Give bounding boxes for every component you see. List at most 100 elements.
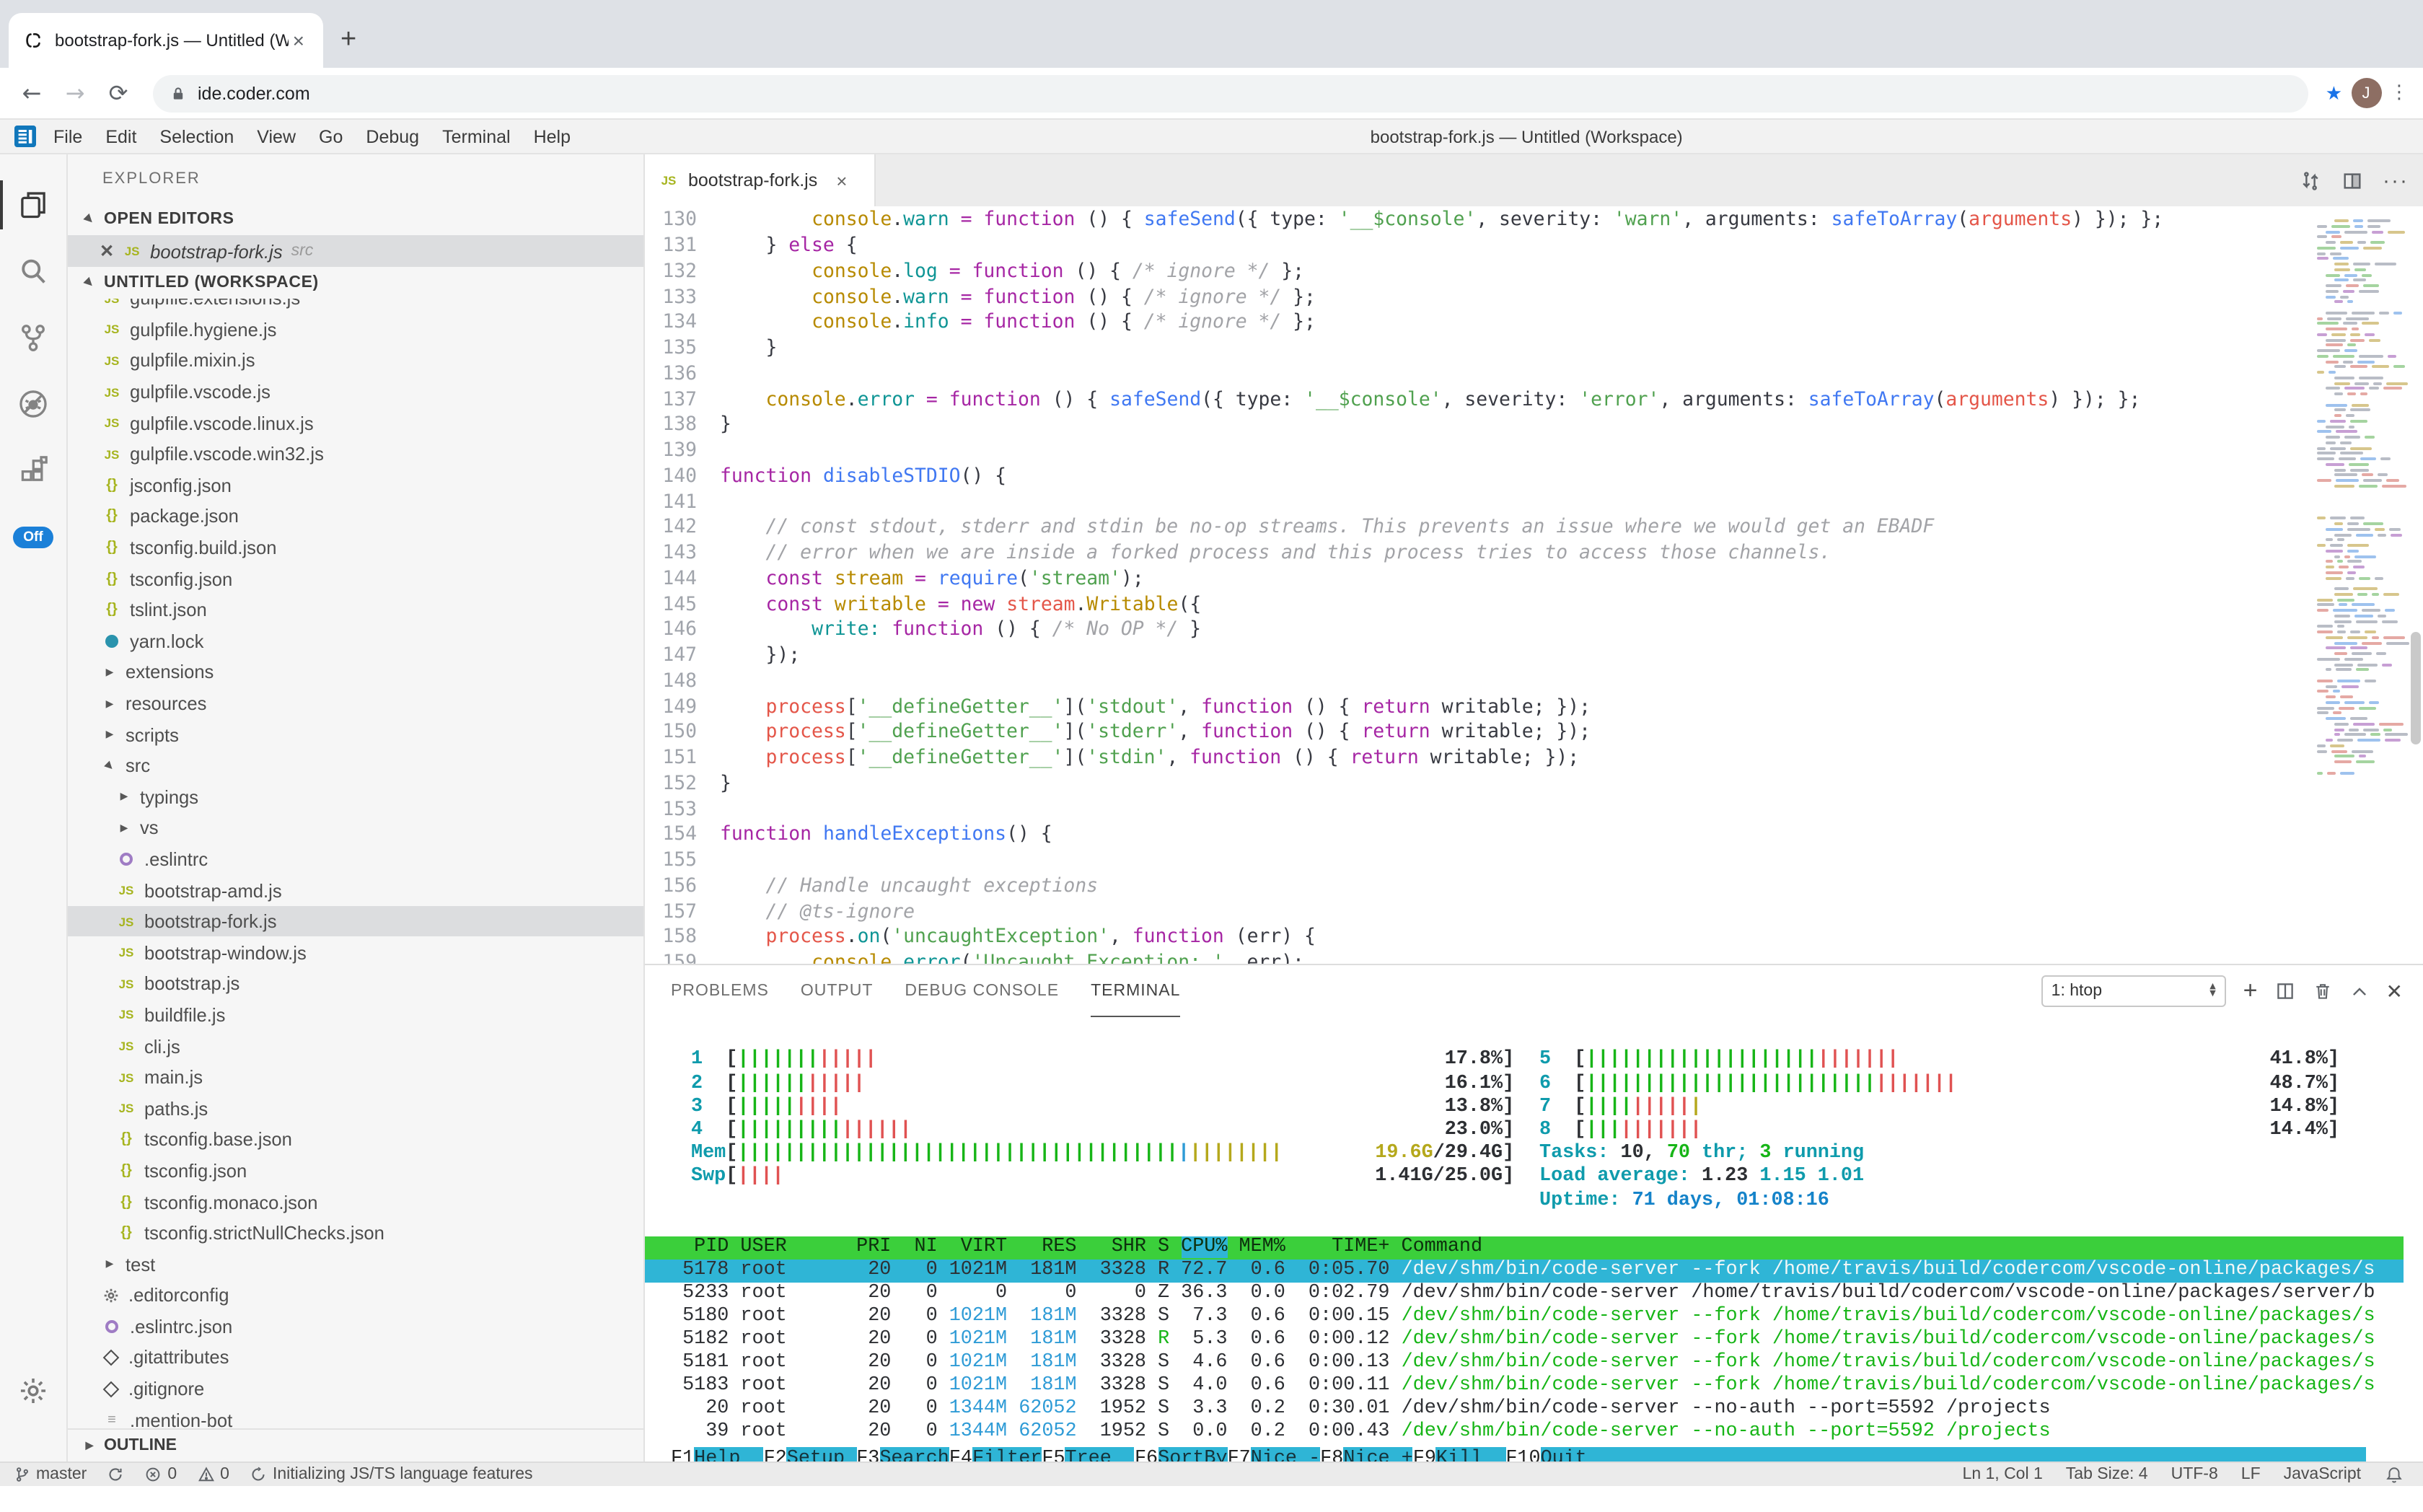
- menu-item-help[interactable]: Help: [533, 126, 571, 146]
- close-panel-icon[interactable]: ✕: [2385, 979, 2403, 1003]
- menu-item-edit[interactable]: Edit: [105, 126, 137, 146]
- tree-item[interactable]: JS bootstrap-window.js: [68, 937, 643, 968]
- close-editor-icon[interactable]: ✕: [100, 241, 115, 261]
- close-tab-icon[interactable]: ×: [292, 29, 304, 52]
- status-bell[interactable]: [2384, 1465, 2403, 1484]
- menu-item-debug[interactable]: Debug: [366, 126, 420, 146]
- close-editor-tab-icon[interactable]: ×: [836, 170, 848, 192]
- menu-item-terminal[interactable]: Terminal: [442, 126, 511, 146]
- line-number: 155: [662, 850, 697, 872]
- tree-item[interactable]: JS cli.js: [68, 1031, 643, 1062]
- minimap[interactable]: [2310, 207, 2423, 964]
- settings-button[interactable]: [0, 1358, 67, 1424]
- tree-item[interactable]: JS gulpfile.mixin.js: [68, 345, 643, 376]
- activitybar-search[interactable]: [0, 238, 67, 304]
- section-workspace[interactable]: ▶ UNTITLED (WORKSPACE): [68, 267, 643, 299]
- menu-item-file[interactable]: File: [53, 126, 83, 146]
- tree-item[interactable]: JS paths.js: [68, 1093, 643, 1124]
- url-bar[interactable]: ide.coder.com: [153, 74, 2308, 112]
- tree-item[interactable]: JS buildfile.js: [68, 999, 643, 1030]
- tree-item[interactable]: JS main.js: [68, 1062, 643, 1093]
- new-tab-button[interactable]: +: [340, 25, 357, 55]
- menu-item-go[interactable]: Go: [319, 126, 343, 146]
- status-spinner[interactable]: Initializing JS/TS language features: [250, 1466, 533, 1483]
- tree-item[interactable]: {} tslint.json: [68, 594, 643, 625]
- status-lf[interactable]: LF: [2240, 1466, 2261, 1483]
- panel-tab-problems[interactable]: PROBLEMS: [671, 982, 769, 1000]
- avatar[interactable]: J: [2351, 78, 2381, 108]
- switch-editor-icon[interactable]: [2299, 170, 2321, 192]
- open-editor-item[interactable]: ✕ JS bootstrap-fork.js src: [68, 235, 643, 267]
- tree-item[interactable]: JS gulpfile.vscode.linux.js: [68, 408, 643, 439]
- more-actions-icon[interactable]: ···: [2383, 169, 2409, 193]
- activitybar-source-control[interactable]: [0, 304, 67, 371]
- tree-item[interactable]: JS gulpfile.vscode.js: [68, 377, 643, 408]
- split-editor-icon[interactable]: [2341, 170, 2362, 192]
- tree-item[interactable]: {} tsconfig.monaco.json: [68, 1186, 643, 1217]
- terminal-output[interactable]: 1 [|||||||||||| 17.8%] 2 [||||||||||| 16.…: [645, 1018, 2423, 1462]
- connection-off-badge[interactable]: Off: [13, 527, 53, 548]
- tree-item[interactable]: JS gulpfile.vscode.win32.js: [68, 439, 643, 470]
- status-branch[interactable]: master: [14, 1466, 87, 1483]
- new-terminal-icon[interactable]: +: [2243, 977, 2258, 1005]
- tree-item[interactable]: JS bootstrap-fork.js: [68, 905, 643, 937]
- browser-menu-icon[interactable]: ⋮: [2390, 82, 2409, 104]
- editor-scrollbar[interactable]: [2410, 632, 2420, 745]
- activitybar-debug[interactable]: [0, 371, 67, 437]
- tree-item[interactable]: ▶ extensions: [68, 656, 643, 687]
- panel-tab-terminal[interactable]: TERMINAL: [1091, 966, 1181, 1018]
- tree-item[interactable]: .gitattributes: [68, 1342, 643, 1373]
- status-ln-1-col-1[interactable]: Ln 1, Col 1: [1962, 1466, 2043, 1483]
- status-tab-size-4[interactable]: Tab Size: 4: [2065, 1466, 2148, 1483]
- tree-item[interactable]: ▶ vs: [68, 812, 643, 843]
- code-line: 144 const stream = require('stream');: [645, 567, 2310, 593]
- tree-item[interactable]: {} jsconfig.json: [68, 470, 643, 501]
- status-warning[interactable]: 0: [197, 1466, 229, 1483]
- tree-item[interactable]: JS gulpfile.hygiene.js: [68, 314, 643, 345]
- tree-item[interactable]: {} tsconfig.build.json: [68, 532, 643, 563]
- status-error[interactable]: 0: [144, 1466, 177, 1483]
- activitybar-extensions[interactable]: [0, 437, 67, 504]
- status-sync[interactable]: [107, 1466, 124, 1483]
- tree-item[interactable]: JS bootstrap.js: [68, 968, 643, 999]
- tree-item[interactable]: ▶ resources: [68, 687, 643, 718]
- tree-item[interactable]: .editorconfig: [68, 1280, 643, 1311]
- back-icon[interactable]: ←: [22, 79, 42, 107]
- tree-item[interactable]: ≡ .mention-bot: [68, 1405, 643, 1434]
- tree-item[interactable]: JS gulpfile.extensions.js: [68, 299, 643, 314]
- kill-terminal-icon[interactable]: [2313, 982, 2333, 1002]
- status-utf-8[interactable]: UTF-8: [2171, 1466, 2218, 1483]
- url-text[interactable]: ide.coder.com: [198, 83, 310, 103]
- tree-item[interactable]: {} tsconfig.json: [68, 563, 643, 594]
- section-outline[interactable]: ▶ OUTLINE: [68, 1428, 643, 1462]
- terminal-select[interactable]: 1: htop ▲ ▼: [2041, 975, 2226, 1008]
- tree-item[interactable]: ▶ typings: [68, 781, 643, 812]
- tree-item[interactable]: ▶ src: [68, 750, 643, 781]
- tree-item[interactable]: ▶ test: [68, 1249, 643, 1280]
- code-editor[interactable]: 130 console.warn = function () { safeSen…: [645, 206, 2423, 964]
- editor-tab[interactable]: JS bootstrap-fork.js ×: [645, 154, 876, 207]
- tree-item[interactable]: .eslintrc: [68, 843, 643, 874]
- tree-item[interactable]: yarn.lock: [68, 625, 643, 656]
- forward-icon[interactable]: →: [65, 79, 85, 107]
- tree-item[interactable]: ▶ scripts: [68, 719, 643, 750]
- maximize-panel-icon[interactable]: [2350, 983, 2369, 1001]
- menu-item-view[interactable]: View: [257, 126, 296, 146]
- panel-tab-debug-console[interactable]: DEBUG CONSOLE: [905, 982, 1060, 1000]
- status-javascript[interactable]: JavaScript: [2283, 1466, 2361, 1483]
- split-terminal-icon[interactable]: [2275, 982, 2295, 1002]
- tree-item[interactable]: JS bootstrap-amd.js: [68, 875, 643, 906]
- tree-item[interactable]: {} tsconfig.strictNullChecks.json: [68, 1218, 643, 1249]
- tree-item[interactable]: .gitignore: [68, 1373, 643, 1405]
- browser-tab[interactable]: bootstrap-fork.js — Untitled (W ×: [9, 13, 323, 68]
- tree-item[interactable]: .eslintrc.json: [68, 1311, 643, 1342]
- section-open-editors[interactable]: ▶ OPEN EDITORS: [68, 203, 643, 235]
- tree-item[interactable]: {} package.json: [68, 501, 643, 532]
- panel-tab-output[interactable]: OUTPUT: [800, 982, 874, 1000]
- bookmark-star-icon[interactable]: ★: [2325, 82, 2342, 103]
- activitybar-explorer[interactable]: [0, 172, 67, 238]
- tree-item[interactable]: {} tsconfig.json: [68, 1155, 643, 1186]
- menu-item-selection[interactable]: Selection: [159, 126, 234, 146]
- tree-item[interactable]: {} tsconfig.base.json: [68, 1124, 643, 1155]
- reload-icon[interactable]: ⟳: [108, 79, 128, 107]
